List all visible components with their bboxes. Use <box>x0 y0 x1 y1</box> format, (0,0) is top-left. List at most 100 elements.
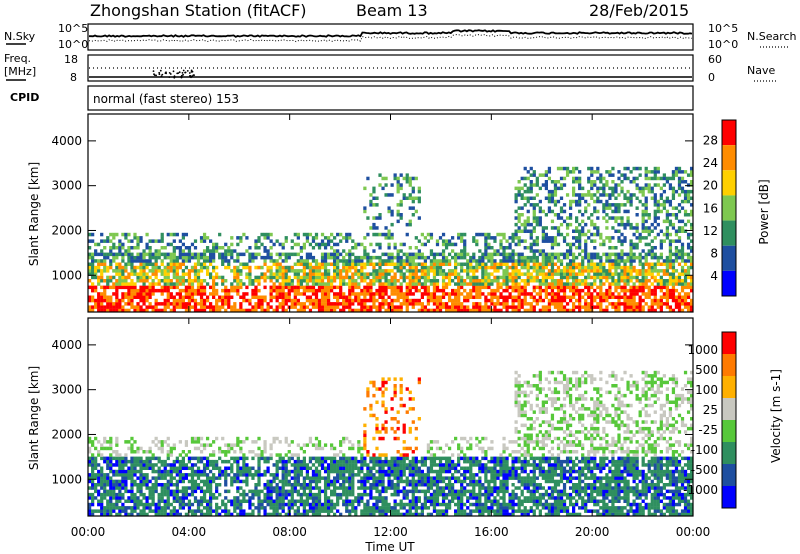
heatmap-cell <box>254 255 258 260</box>
heatmap-cell <box>505 259 509 263</box>
heatmap-cell <box>299 502 303 507</box>
heatmap-cell <box>472 305 476 309</box>
heatmap-cell <box>106 282 110 286</box>
heatmap-cell <box>317 486 322 490</box>
heatmap-cell <box>160 506 164 510</box>
heatmap-cell <box>287 489 291 494</box>
heatmap-cell <box>215 463 219 467</box>
heatmap-cell <box>148 456 152 461</box>
heatmap-cell <box>493 252 497 257</box>
heatmap-cell <box>641 222 645 227</box>
freq-tick-bottom: 8 <box>70 71 77 84</box>
heatmap-cell <box>296 459 300 464</box>
heatmap-cell <box>112 292 116 296</box>
heatmap-cell <box>565 170 570 174</box>
heatmap-cell <box>487 282 491 286</box>
heatmap-cell <box>363 255 367 260</box>
heatmap-cell <box>650 308 654 313</box>
heatmap-cell <box>596 170 600 174</box>
heatmap-cell <box>172 443 176 447</box>
heatmap-cell <box>305 255 310 260</box>
heatmap-cell <box>172 246 176 250</box>
heatmap-cell <box>230 466 234 470</box>
heatmap-cell <box>260 255 264 260</box>
heatmap-cell <box>124 236 128 240</box>
heatmap-cell <box>154 259 158 263</box>
heatmap-cell <box>236 259 240 263</box>
heatmap-cell <box>124 483 128 487</box>
heatmap-cell <box>139 469 143 474</box>
heatmap-cell <box>112 469 116 474</box>
heatmap-cell <box>281 308 285 313</box>
heatmap-cell <box>650 272 654 276</box>
heatmap-cell <box>605 308 609 313</box>
heatmap-cell <box>342 262 346 266</box>
heatmap-cell <box>160 469 164 474</box>
heatmap-cell <box>215 265 219 270</box>
heatmap-cell <box>414 288 418 293</box>
heatmap-cell <box>375 298 379 303</box>
heatmap-cell <box>202 512 207 517</box>
heatmap-cell <box>565 282 570 286</box>
heatmap-cell <box>550 242 555 247</box>
heatmap-cell <box>647 176 651 181</box>
heatmap-cell <box>136 236 140 240</box>
heatmap-cell <box>91 232 95 237</box>
heatmap-cell <box>236 436 240 441</box>
heatmap-cell <box>269 453 273 457</box>
heatmap-cell <box>677 186 682 191</box>
heatmap-cell <box>541 252 545 257</box>
heatmap-cell <box>520 213 524 217</box>
heatmap-cell <box>163 469 167 474</box>
heatmap-cell <box>142 279 146 283</box>
heatmap-cell <box>154 506 158 510</box>
heatmap-cell <box>311 275 316 280</box>
heatmap-cell <box>278 252 282 257</box>
heatmap-cell <box>296 232 300 237</box>
heatmap-cell <box>683 298 688 303</box>
heatmap-cell <box>399 199 403 204</box>
heatmap-cell <box>236 252 240 257</box>
heatmap-cell <box>281 259 285 263</box>
heatmap-cell <box>115 302 119 306</box>
heatmap-cell <box>674 275 679 280</box>
heatmap-cell <box>233 459 237 464</box>
heatmap-cell <box>414 196 418 200</box>
heatmap-cell <box>578 222 582 227</box>
heatmap-cell <box>635 275 639 280</box>
heatmap-cell <box>466 269 470 273</box>
heatmap-cell <box>88 456 92 461</box>
heatmap-cell <box>127 275 131 280</box>
heatmap-cell <box>169 450 173 454</box>
heatmap-cell <box>266 308 270 313</box>
heatmap-cell <box>202 446 207 451</box>
heatmap-cell <box>502 272 506 276</box>
heatmap-cell <box>387 209 391 214</box>
heatmap-cell <box>314 456 319 461</box>
heatmap-cell <box>160 269 164 273</box>
heatmap-cell <box>118 298 122 303</box>
heatmap-cell <box>538 216 542 220</box>
heatmap-cell <box>578 295 582 299</box>
heatmap-cell <box>257 252 261 257</box>
heatmap-cell <box>674 229 679 233</box>
heatmap-cell <box>568 262 573 266</box>
heatmap-cell <box>130 443 134 447</box>
heatmap-cell <box>181 279 185 283</box>
heatmap-cell <box>94 285 98 290</box>
heatmap-cell <box>623 305 627 309</box>
heatmap-cell <box>578 193 582 197</box>
heatmap-cell <box>620 279 624 283</box>
heatmap-cell <box>139 459 143 464</box>
heatmap-cell <box>532 226 536 230</box>
heatmap-cell <box>529 186 533 191</box>
heatmap-cell <box>181 282 185 286</box>
heatmap-cell <box>148 302 152 306</box>
heatmap-cell <box>590 282 594 286</box>
heatmap-cell <box>136 288 140 293</box>
heatmap-cell <box>181 463 185 467</box>
heatmap-cell <box>109 308 113 313</box>
heatmap-cell <box>559 262 564 266</box>
heatmap-cell <box>578 176 582 181</box>
heatmap-cell <box>484 246 488 250</box>
